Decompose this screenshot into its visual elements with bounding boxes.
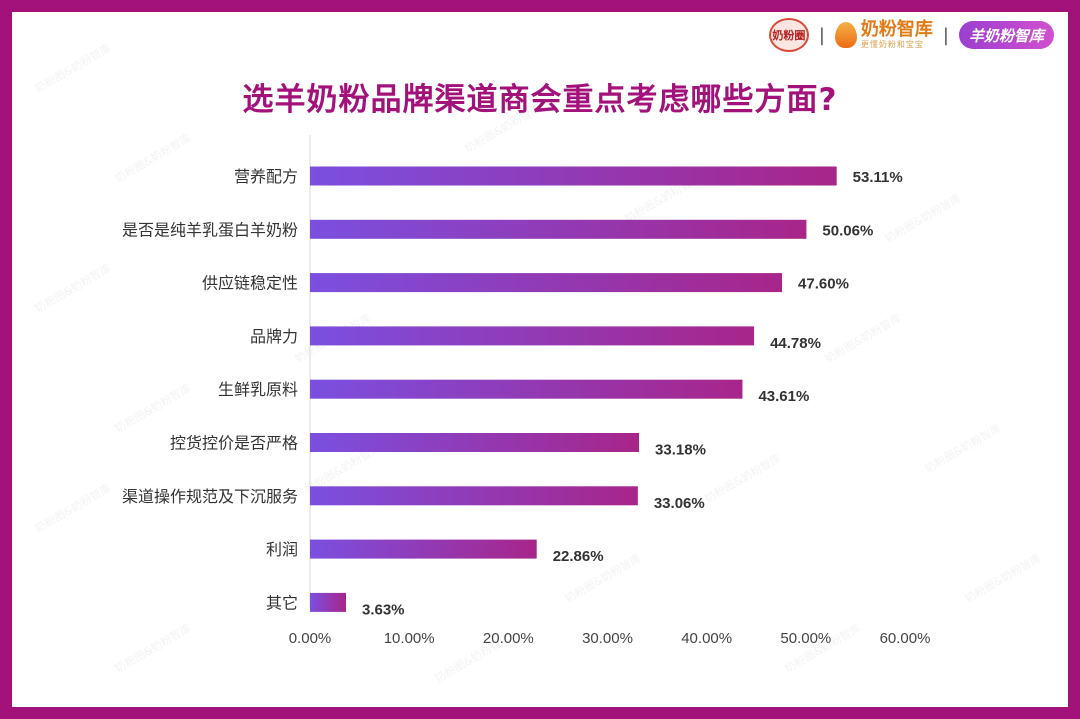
x-tick-label: 60.00% xyxy=(880,630,931,647)
value-label: 3.63% xyxy=(362,601,405,618)
bar-5 xyxy=(310,379,743,399)
chart-frame xyxy=(12,12,1068,707)
category-label: 供应链稳定性 xyxy=(202,274,298,293)
logo-bar: 奶粉圈 | 奶粉智库 更懂奶粉和宝宝 | 羊奶粉智库 xyxy=(768,18,1054,52)
naifen-zhiku-logo: 奶粉智库 更懂奶粉和宝宝 xyxy=(834,18,933,50)
x-tick-label: 10.00% xyxy=(384,630,435,647)
value-label: 33.18% xyxy=(655,442,706,459)
category-label: 品牌力 xyxy=(250,327,298,346)
category-label: 利润 xyxy=(266,540,298,559)
category-label: 渠道操作规范及下沉服务 xyxy=(122,487,298,506)
bar-4 xyxy=(310,326,755,346)
bar-2 xyxy=(310,219,807,239)
x-tick-label: 0.00% xyxy=(289,630,332,647)
category-label: 营养配方 xyxy=(234,167,298,186)
value-label: 22.86% xyxy=(553,548,604,565)
x-tick-label: 20.00% xyxy=(483,630,534,647)
x-tick-label: 30.00% xyxy=(582,630,633,647)
category-label: 是否是纯羊乳蛋白羊奶粉 xyxy=(122,220,298,239)
zhiku-logo-text: 奶粉智库 xyxy=(860,18,933,40)
x-tick-label: 50.00% xyxy=(780,630,831,647)
chart-title: 选羊奶粉品牌渠道商会重点考虑哪些方面? xyxy=(242,82,838,118)
bar-1 xyxy=(310,166,837,186)
zhiku-logo-subtitle: 更懂奶粉和宝宝 xyxy=(860,39,924,49)
logo-separator: | xyxy=(818,24,825,46)
bar-9 xyxy=(310,592,346,612)
value-label: 47.60% xyxy=(798,276,849,293)
yangnaifen-zhiku-logo: 羊奶粉智库 xyxy=(958,21,1054,49)
value-label: 50.06% xyxy=(822,222,873,239)
bar-8 xyxy=(310,539,537,559)
bar-7 xyxy=(310,486,638,506)
x-tick-label: 40.00% xyxy=(681,630,732,647)
category-label: 控货控价是否严格 xyxy=(170,434,298,453)
category-label: 生鲜乳原料 xyxy=(218,380,298,399)
logo-separator: | xyxy=(942,24,949,46)
naifenquan-logo: 奶粉圈 xyxy=(768,18,809,52)
value-label: 33.06% xyxy=(654,495,705,512)
category-label: 其它 xyxy=(266,593,298,612)
value-label: 44.78% xyxy=(770,335,821,352)
bar-6 xyxy=(310,433,640,452)
bar-3 xyxy=(310,273,783,293)
value-label: 43.61% xyxy=(758,388,809,405)
flame-icon xyxy=(834,22,857,48)
value-label: 53.11% xyxy=(853,169,903,186)
